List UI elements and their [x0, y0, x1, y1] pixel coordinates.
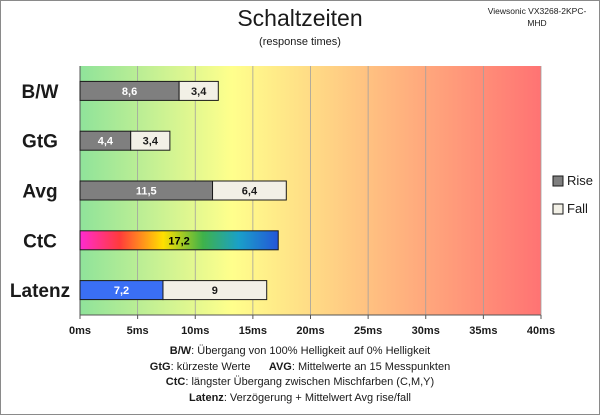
monitor-model: Viewsonic VX3268-2KPC- MHD: [482, 5, 592, 29]
x-tick-label: 20ms: [296, 325, 324, 337]
legend-swatch: [552, 175, 564, 187]
x-tick-label: 0ms: [69, 325, 91, 337]
note-bw-text: : Übergang von 100% Helligkeit auf 0% He…: [191, 345, 431, 357]
legend-label: Rise: [567, 173, 593, 188]
monitor-model-line1: Viewsonic VX3268-2KPC-: [487, 6, 587, 16]
category-label: Avg: [22, 182, 57, 203]
note-gtg-text: : kürzeste Werte: [170, 360, 251, 373]
note-ctc-text: : längster Übergang zwischen Mischfarben…: [185, 376, 435, 388]
bar-fall-label: 3,4: [143, 136, 159, 148]
note-gtg-avg: GtG: kürzeste Werte AVG: Mittelwerte an …: [0, 360, 600, 376]
monitor-model-line2: MHD: [527, 18, 547, 28]
chart-title: Schaltzeiten: [237, 5, 363, 31]
note-latenz-key: Latenz: [188, 391, 224, 404]
bar-fall: [178, 80, 219, 101]
x-tick-label: 35ms: [469, 325, 497, 337]
legend-swatch: [552, 203, 564, 215]
bar-rise: [79, 230, 279, 251]
note-latenz-text: : Verzögerung + Mittelwert Avg rise/fall: [223, 391, 412, 404]
x-tick-label: 15ms: [239, 325, 267, 337]
note-gtg-key: GtG: [149, 360, 171, 373]
chart-subtitle: (response times): [259, 36, 341, 48]
note-ctc-key: CtC: [165, 376, 186, 388]
bar-rise-label: 4,4: [98, 136, 114, 148]
bar-fall: [130, 130, 171, 151]
x-tick-label: 40ms: [527, 325, 555, 337]
bar-fall-label: 9: [212, 285, 218, 297]
note-avg-key: AVG: [268, 360, 292, 373]
note-latenz: Latenz: Verzögerung + Mittelwert Avg ris…: [0, 391, 600, 407]
note-bw: B/W: Übergang von 100% Helligkeit auf 0%…: [0, 344, 600, 360]
bar-rise-label: 17,2: [168, 235, 189, 247]
x-tick-label: 5ms: [127, 325, 149, 337]
bar-rise-label: 7,2: [114, 285, 129, 297]
bar-fall-label: 6,4: [242, 186, 258, 198]
chart-notes: B/W: Übergang von 100% Helligkeit auf 0%…: [0, 344, 600, 406]
bar-fall: [162, 280, 268, 301]
bar-rise-label: 8,6: [122, 86, 137, 98]
category-label: Latenz: [10, 281, 70, 302]
category-label: CtC: [23, 231, 57, 252]
bar-fall-label: 3,4: [191, 86, 207, 98]
note-bw-key: B/W: [169, 345, 192, 357]
category-label: B/W: [22, 82, 59, 103]
note-avg-text: : Mittelwerte an 15 Messpunkten: [291, 360, 451, 373]
note-ctc: CtC: längster Übergang zwischen Mischfar…: [0, 375, 600, 391]
legend-label: Fall: [567, 201, 588, 216]
category-label: GtG: [22, 132, 58, 153]
x-tick-label: 10ms: [181, 325, 209, 337]
x-tick-label: 25ms: [354, 325, 382, 337]
bar-fall: [212, 180, 287, 201]
bar-rise-label: 11,5: [136, 186, 157, 198]
x-tick-label: 30ms: [412, 325, 440, 337]
